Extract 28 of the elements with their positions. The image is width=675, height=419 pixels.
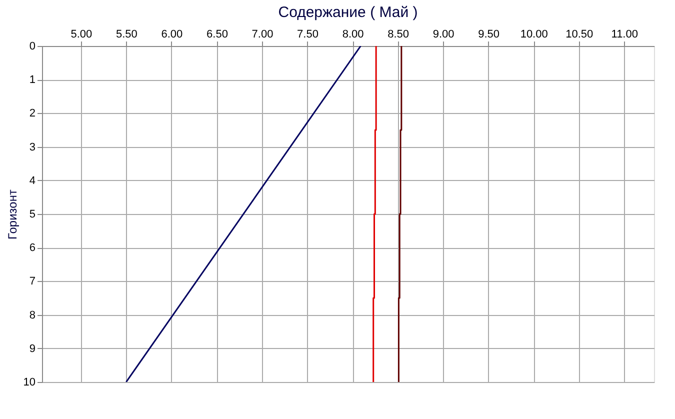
y-axis-title: Горизонт: [5, 189, 20, 240]
y-tick-label: 6: [29, 242, 36, 254]
x-tick-label: 8.50: [388, 28, 410, 40]
y-tick-label: 0: [29, 40, 36, 52]
chart-title: Содержание ( Май ): [278, 4, 418, 21]
x-tick-label: 10.00: [520, 28, 548, 40]
y-tick-label: 8: [29, 309, 36, 322]
x-tick-label: 9.50: [478, 28, 500, 40]
x-tick-label: 6.50: [206, 28, 228, 40]
x-tick-label: 5.00: [70, 28, 92, 40]
x-tick-label: 11.00: [611, 28, 638, 40]
x-tick-label: 5.50: [116, 28, 138, 40]
y-tick-label: 3: [29, 141, 36, 154]
y-tick-label: 2: [29, 108, 36, 120]
y-tick-label: 9: [29, 342, 36, 355]
y-tick-label: 10: [23, 376, 36, 388]
x-tick-label: 8.00: [342, 28, 364, 40]
x-tick-label: 7.50: [297, 28, 318, 40]
y-tick-label: 7: [29, 276, 36, 288]
line-series: [372, 46, 377, 382]
x-tick-label: 10.50: [566, 28, 594, 40]
line-series: [398, 46, 402, 382]
x-tick-label: 9.00: [432, 28, 454, 40]
y-tick-label: 5: [29, 208, 36, 220]
x-tick-label: 6.00: [161, 28, 183, 40]
y-tick-label: 4: [29, 174, 36, 187]
x-tick-label: 7.00: [252, 28, 274, 40]
y-tick-label: 1: [29, 74, 36, 86]
